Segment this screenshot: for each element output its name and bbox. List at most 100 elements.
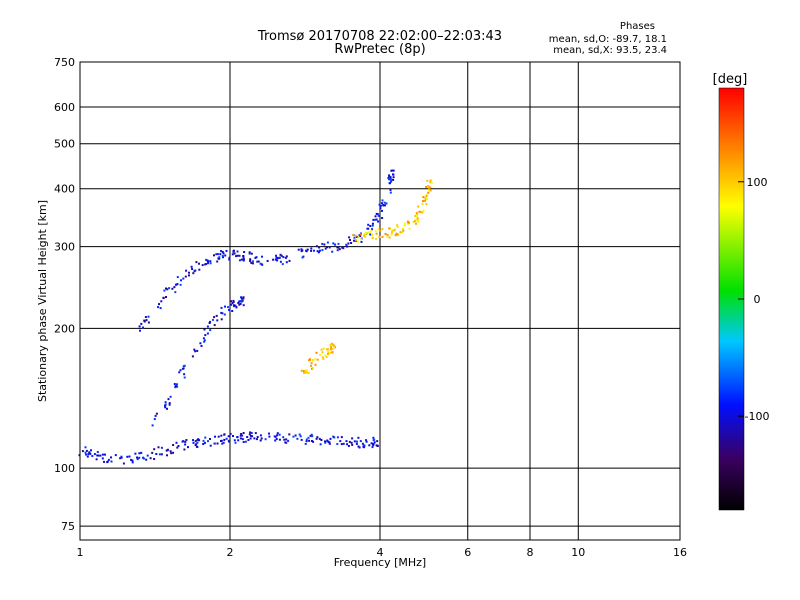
echo-point xyxy=(332,242,335,245)
echo-point xyxy=(425,203,428,206)
echo-point xyxy=(391,229,394,232)
echo-point xyxy=(306,371,308,374)
echo-point xyxy=(376,444,379,447)
echo-point xyxy=(204,334,207,337)
echo-point xyxy=(192,441,195,444)
echo-point xyxy=(340,443,343,446)
echo-point xyxy=(304,442,307,445)
echo-point xyxy=(415,222,418,225)
echo-point xyxy=(160,300,163,303)
echo-point xyxy=(285,438,288,441)
echo-point xyxy=(386,235,389,238)
stats-x: mean, sd,X: 93.5, 23.4 xyxy=(553,45,667,56)
echo-point xyxy=(312,367,314,370)
echo-point xyxy=(318,249,321,252)
echo-point xyxy=(300,369,303,372)
echo-point xyxy=(268,432,270,435)
echo-point xyxy=(373,438,376,441)
echo-point xyxy=(391,231,393,234)
echo-point xyxy=(381,217,384,219)
echo-point xyxy=(371,233,374,236)
echo-point xyxy=(96,454,99,457)
echo-point xyxy=(296,437,299,440)
echo-point xyxy=(194,350,197,353)
echo-point xyxy=(249,260,252,262)
echo-point xyxy=(279,260,282,263)
echo-point xyxy=(241,299,244,302)
echo-point xyxy=(364,235,367,238)
x-tick-label: 10 xyxy=(571,546,585,559)
echo-point xyxy=(170,452,173,455)
echo-point xyxy=(203,340,206,343)
echo-point xyxy=(407,221,410,224)
echo-point xyxy=(377,220,380,223)
echo-point xyxy=(429,189,432,192)
echo-point xyxy=(96,451,99,453)
echo-point xyxy=(325,356,328,358)
echo-point xyxy=(196,441,199,444)
stats-heading: Phases xyxy=(620,21,655,32)
echo-point xyxy=(414,214,417,217)
echo-point xyxy=(403,222,406,225)
echo-point xyxy=(401,231,404,234)
echo-point xyxy=(360,240,363,243)
echo-point xyxy=(421,211,424,214)
echo-point xyxy=(327,351,330,354)
echo-point xyxy=(353,239,355,242)
echo-point xyxy=(220,306,223,309)
echo-point xyxy=(140,451,143,454)
echo-point xyxy=(220,440,222,442)
echo-point xyxy=(333,344,336,347)
echo-point xyxy=(381,235,384,238)
echo-point xyxy=(279,253,282,256)
echo-point xyxy=(235,306,238,309)
echo-point xyxy=(276,434,279,437)
echo-point xyxy=(332,435,335,438)
echo-point xyxy=(418,210,421,213)
echo-point xyxy=(240,300,243,303)
echo-point xyxy=(198,262,200,265)
echo-point xyxy=(425,195,428,198)
echo-point xyxy=(310,433,313,436)
echo-point xyxy=(260,437,263,440)
echo-point xyxy=(233,252,236,255)
echo-point xyxy=(336,249,339,252)
echo-point xyxy=(326,246,328,249)
echo-point xyxy=(336,436,339,439)
echo-point xyxy=(429,186,432,189)
echo-point xyxy=(158,303,160,306)
echo-point xyxy=(194,444,197,447)
echo-point xyxy=(300,438,303,441)
echo-point xyxy=(209,438,211,440)
echo-point xyxy=(311,440,313,442)
echo-point xyxy=(223,433,226,436)
echo-point xyxy=(370,229,373,232)
echo-point xyxy=(250,252,253,255)
echo-point xyxy=(403,224,406,227)
echo-point xyxy=(218,256,221,259)
echo-point xyxy=(416,217,419,220)
echo-point xyxy=(216,442,219,445)
echo-point xyxy=(205,263,208,265)
echo-point xyxy=(375,238,377,241)
chart-title: Tromsø 20170708 22:02:00–22:03:43 xyxy=(257,29,502,44)
echo-point xyxy=(372,436,375,439)
echo-point xyxy=(225,437,228,440)
echo-point xyxy=(316,250,319,253)
echo-point xyxy=(359,233,362,236)
echo-point xyxy=(153,448,156,451)
echo-point xyxy=(126,455,129,458)
echo-point xyxy=(145,319,148,322)
echo-point xyxy=(254,432,257,435)
echo-point xyxy=(188,271,190,274)
echo-point xyxy=(193,348,196,351)
echo-point xyxy=(337,246,340,249)
echo-point xyxy=(357,236,360,239)
echo-point xyxy=(408,227,411,230)
y-tick-label: 750 xyxy=(54,56,75,69)
echo-point xyxy=(312,359,315,362)
echo-point xyxy=(376,213,379,215)
echo-point xyxy=(176,385,179,388)
echo-point xyxy=(151,451,154,454)
echo-point xyxy=(425,185,427,188)
